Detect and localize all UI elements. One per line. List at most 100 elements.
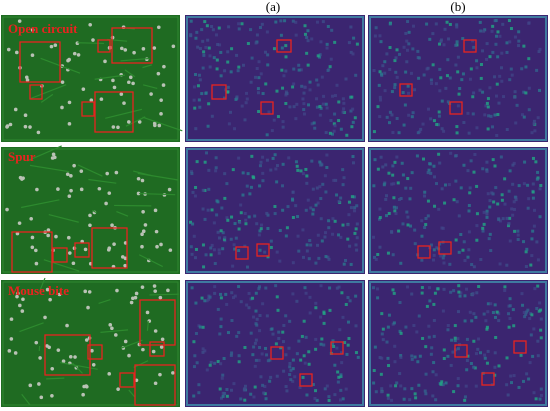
heatmap-cell	[315, 20, 319, 24]
heatmap-cell	[190, 170, 194, 174]
heatmap-cell	[455, 131, 459, 135]
heatmap-cell	[213, 285, 217, 289]
heatmap-cell	[203, 20, 207, 24]
heatmap-cell	[448, 262, 452, 266]
pcb-border	[2, 16, 179, 141]
heatmap-cell	[240, 22, 244, 26]
heatmap-cell	[202, 50, 206, 54]
heatmap-cell	[313, 126, 317, 130]
heatmap-cell	[527, 21, 531, 25]
heatmap-cell	[316, 83, 320, 87]
heatmap-cell	[446, 100, 450, 104]
heatmap-cell	[207, 102, 211, 106]
heatmap-cell	[403, 103, 407, 107]
heatmap-cell	[303, 24, 307, 28]
pcb-pad	[57, 292, 62, 297]
heatmap-cell	[315, 398, 319, 402]
heatmap-cell	[275, 250, 279, 254]
heatmap-cell	[510, 207, 514, 211]
heatmap-cell	[282, 74, 286, 78]
heatmap-cell	[252, 345, 256, 349]
pcb-pad	[107, 372, 112, 376]
heatmap-cell	[468, 186, 472, 190]
heatmap-cell	[538, 301, 542, 305]
pcb-pad	[67, 122, 72, 126]
pcb-pad	[87, 290, 92, 294]
heatmap-cell	[401, 91, 405, 95]
heatmap-cell	[531, 229, 535, 233]
pcb-pad	[35, 187, 39, 192]
heatmap-cell	[243, 345, 247, 349]
heatmap-cell	[269, 245, 273, 249]
heatmap-cell	[215, 199, 219, 203]
heatmap-cell	[458, 86, 462, 90]
heatmap-cell	[437, 110, 441, 114]
pcb-pad	[99, 97, 104, 101]
heatmap-cell	[512, 374, 516, 378]
heatmap-cell	[532, 119, 536, 123]
heatmap-cell	[393, 83, 397, 87]
pcb-pad	[9, 337, 14, 341]
heatmap-cell	[317, 256, 321, 260]
heatmap-cell	[309, 206, 313, 210]
heatmap-cell	[485, 212, 489, 216]
heatmap-cell	[424, 216, 428, 220]
heatmap-cell	[207, 168, 211, 172]
heatmap-cell	[496, 113, 500, 117]
heatmap-cell	[257, 358, 261, 362]
heatmap-cell	[495, 82, 499, 86]
heatmap-cell	[269, 375, 273, 379]
pcb-pad	[115, 288, 119, 293]
heatmap-cell	[219, 325, 223, 329]
heatmap-cell	[392, 196, 396, 200]
heatmap-cell	[517, 44, 521, 48]
heatmap-cell	[379, 40, 383, 44]
heatmap-cell	[529, 333, 533, 337]
heatmap-cell	[440, 380, 444, 384]
heatmap-cell	[253, 364, 257, 368]
heatmap-cell	[535, 68, 539, 72]
pcb-pad	[15, 294, 19, 299]
heatmap-cell	[425, 304, 429, 308]
heatmap-cell	[223, 236, 227, 240]
pcb-pad	[30, 235, 35, 240]
heatmap-cell	[217, 26, 221, 30]
heatmap-cell	[342, 107, 346, 111]
heatmap-cell	[459, 233, 463, 237]
defect-box	[19, 41, 61, 83]
heatmap-cell	[391, 173, 395, 177]
heatmap-cell	[198, 78, 202, 82]
heatmap-cell	[376, 167, 380, 171]
heatmap-cell	[192, 365, 196, 369]
heatmap-cell	[527, 108, 531, 112]
heatmap-cell	[206, 124, 210, 128]
pcb-pad	[155, 244, 159, 249]
heatmap-cell	[441, 226, 445, 230]
heatmap-cell	[381, 338, 385, 342]
heatmap-cell	[337, 375, 341, 379]
heatmap-cell	[302, 102, 306, 106]
defect-box	[276, 39, 292, 53]
heatmap-cell	[273, 212, 277, 216]
heatmap-cell	[269, 239, 273, 243]
pcb-pad	[166, 288, 170, 293]
pcb-pad	[81, 87, 86, 91]
heatmap-cell	[472, 265, 476, 269]
pcb-pad	[112, 85, 117, 90]
heatmap-cell	[318, 113, 322, 117]
heatmap-cell	[511, 213, 515, 217]
heatmap-cell	[413, 355, 417, 359]
heatmap-cell	[212, 56, 216, 60]
heatmap-cell	[410, 354, 414, 358]
defect-box	[52, 247, 68, 263]
heatmap-cell	[405, 48, 409, 52]
heatmap-cell	[219, 292, 223, 296]
heatmap-cell	[432, 302, 436, 306]
heatmap-cell	[217, 248, 221, 252]
heatmap-cell	[536, 258, 540, 262]
heatmap-cell	[235, 53, 239, 57]
heatmap-cell	[424, 392, 428, 396]
heatmap-cell	[216, 307, 220, 311]
heatmap-cell	[217, 251, 221, 255]
pcb-pad	[153, 329, 158, 333]
